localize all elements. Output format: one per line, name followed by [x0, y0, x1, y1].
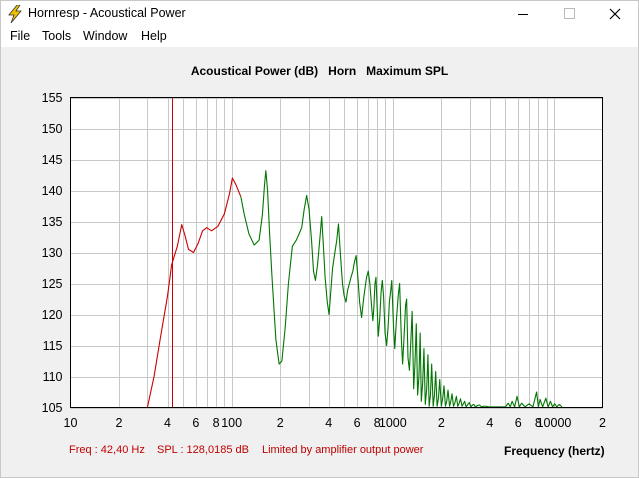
close-icon [609, 8, 621, 20]
y-tick-label: 150 [42, 122, 63, 136]
x-tick-label: 6 [515, 416, 522, 430]
menu-tools[interactable]: Tools [42, 29, 72, 43]
y-tick-label: 135 [42, 215, 63, 229]
y-tick-label: 125 [42, 277, 63, 291]
y-tick-label: 110 [43, 370, 63, 384]
y-tick-label: 145 [42, 153, 63, 167]
curve-limited-by-amplifier [146, 177, 242, 408]
x-tick-label: 6 [354, 416, 361, 430]
x-tick-label: 100 [221, 416, 242, 430]
x-tick-label: 1000 [379, 416, 407, 430]
plot-frame [70, 97, 603, 408]
x-axis-label: Frequency (hertz) [504, 444, 605, 458]
x-tick-label: 8 [213, 416, 220, 430]
x-tick-label: 2 [116, 416, 123, 430]
x-tick-label: 4 [164, 416, 171, 430]
lightning-bolt-app-icon [8, 5, 22, 23]
close-button[interactable] [592, 1, 638, 27]
y-tick-label: 115 [43, 339, 63, 353]
x-tick-label: 8 [374, 416, 381, 430]
plot-area [70, 97, 603, 408]
x-tick-label: 10000 [537, 416, 572, 430]
menu-help[interactable]: Help [141, 29, 167, 43]
status-frequency: Freq : 42,40 Hz [69, 444, 145, 456]
menu-window[interactable]: Window [83, 29, 128, 43]
title-bar[interactable]: Hornresp - Acoustical Power [1, 1, 638, 27]
minimize-icon [518, 14, 528, 15]
menu-file[interactable]: File [10, 29, 31, 43]
x-tick-label: 2 [438, 416, 445, 430]
x-tick-label: 8 [535, 416, 542, 430]
y-tick-label: 120 [42, 308, 63, 322]
x-tick-label: 10 [64, 416, 78, 430]
status-limit-message: Limited by amplifier output power [262, 444, 424, 456]
status-spl: SPL : 128,0185 dB [157, 444, 249, 456]
x-tick-label: 4 [325, 416, 332, 430]
menu-bar: File Tools Window Help [1, 27, 638, 47]
y-tick-label: 140 [42, 184, 63, 198]
y-tick-label: 130 [42, 246, 63, 260]
x-tick-label: 4 [486, 416, 493, 430]
x-tick-label: 2 [277, 416, 284, 430]
y-tick-label: 155 [42, 91, 63, 105]
y-tick-label: 105 [42, 401, 63, 415]
maximize-button[interactable] [546, 1, 592, 27]
chart-title: Acoustical Power (dB) Horn Maximum SPL [190, 64, 449, 78]
x-tick-label: 2 [599, 416, 606, 430]
curve-acoustical-power [240, 170, 563, 408]
x-tick-label: 6 [192, 416, 199, 430]
window-title: Hornresp - Acoustical Power [28, 6, 186, 20]
maximize-icon [564, 8, 575, 19]
minimize-button[interactable] [500, 1, 546, 27]
